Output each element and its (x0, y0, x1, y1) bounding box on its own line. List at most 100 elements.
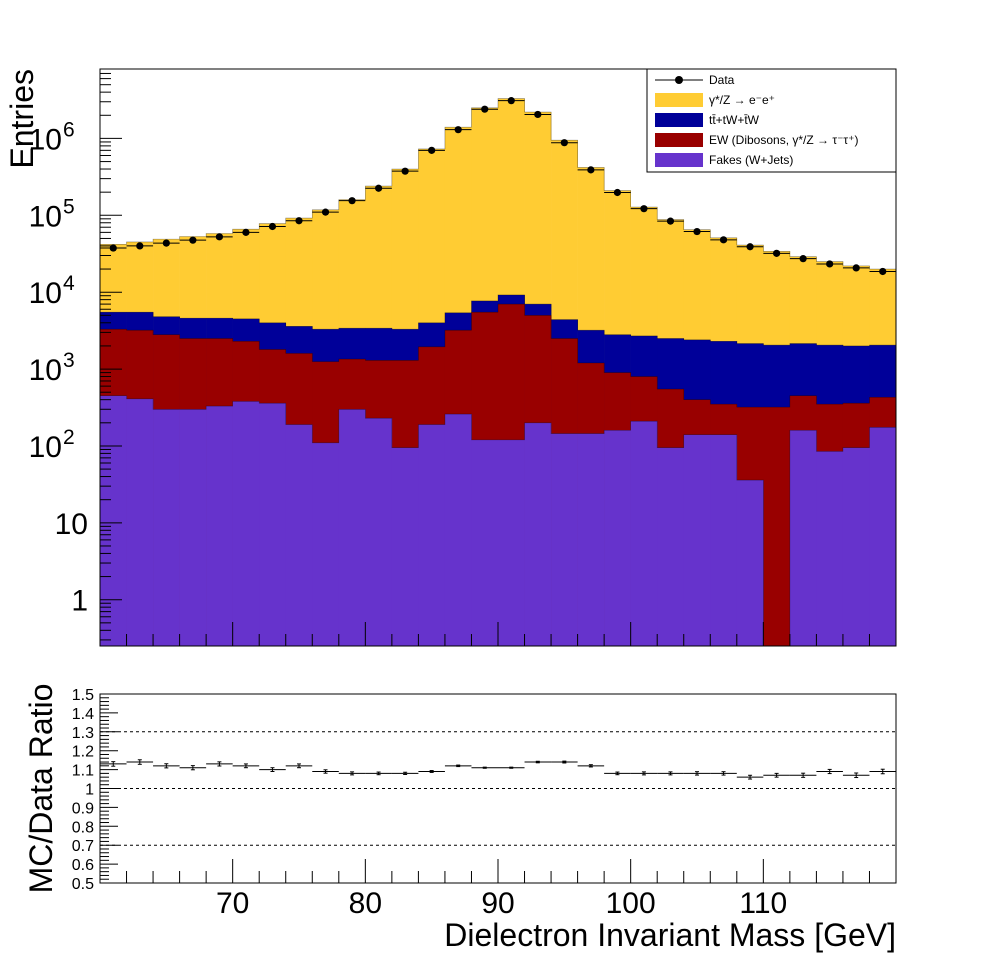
data-point (693, 227, 701, 236)
data-point (666, 217, 675, 225)
legend: Data γ*/Z → e⁻e⁺ tt̄+tW+t̄W EW (Dibosons… (646, 68, 897, 173)
bar-ew (763, 407, 791, 646)
data-point (746, 243, 754, 251)
data-point (321, 208, 330, 216)
data-point (799, 255, 807, 263)
bar-fakes (471, 439, 499, 646)
outline-top (99, 294, 897, 646)
y-tick-label: 10 (55, 508, 88, 541)
legend-label-zee: γ*/Z → e⁻e⁺ (709, 93, 775, 107)
ratio-y-tick-label: 1.5 (72, 687, 94, 704)
y-tick-label: 10 (29, 431, 62, 464)
bar-fakes (285, 424, 313, 646)
data-point (454, 126, 462, 134)
bar-fakes (418, 424, 446, 646)
x-tick-label: 100 (606, 887, 656, 920)
legend-swatch-zee (655, 93, 703, 107)
ratio-reference-lines (100, 731, 896, 846)
legend-entry-ew: EW (Dibosons, γ*/Z → τ⁻τ⁺) (655, 133, 859, 147)
ratio-y-tick-label: 1 (85, 782, 94, 799)
data-point (852, 264, 860, 272)
ratio-y-tick-label: 1.4 (72, 706, 94, 723)
data-point (613, 188, 622, 197)
data-point (879, 267, 887, 276)
ratio-y-tick-label: 0.8 (72, 819, 94, 836)
y-tick-label: 1 (71, 585, 88, 618)
bar-fakes (100, 395, 127, 646)
data-point (268, 222, 277, 231)
data-point (534, 110, 542, 119)
legend-label-top: tt̄+tW+t̄W (709, 113, 760, 127)
ratio-y-tick-label: 0.6 (72, 857, 94, 874)
legend-label-fakes: Fakes (W+Jets) (709, 153, 793, 167)
bar-fakes (312, 442, 340, 646)
legend-label-ew: EW (Dibosons, γ*/Z → τ⁻τ⁺) (709, 133, 859, 147)
ratio-y-tick-label: 0.7 (72, 838, 94, 855)
bar-fakes (657, 447, 685, 646)
legend-entry-zee: γ*/Z → e⁻e⁺ (655, 93, 775, 107)
outline-ew (99, 303, 897, 646)
bar-fakes (869, 427, 897, 646)
data-point (826, 260, 834, 268)
legend-entry-fakes: Fakes (W+Jets) (655, 153, 793, 167)
bar-fakes (338, 409, 366, 646)
legend-label-data: Data (709, 73, 735, 87)
bar-fakes (604, 430, 631, 646)
x-tick-label: 90 (481, 887, 514, 920)
data-point (507, 97, 515, 105)
x-tick-label: 80 (349, 887, 382, 920)
legend-swatch-top (655, 113, 703, 127)
bar-fakes (365, 418, 393, 646)
data-point (189, 236, 197, 244)
bar-fakes (498, 439, 525, 646)
data-point (136, 242, 144, 250)
data-points (100, 97, 896, 276)
ratio-y-axis-label: MC/Data Ratio (23, 684, 59, 894)
data-point (773, 249, 781, 257)
data-point (401, 167, 409, 175)
legend-entry-top: tt̄+tW+t̄W (655, 113, 760, 127)
ratio-y-tick-label: 1.1 (72, 763, 94, 780)
x-axis-label: Dielectron Invariant Mass [GeV] (444, 917, 896, 953)
bar-fakes (179, 409, 207, 646)
data-point (242, 228, 250, 236)
ratio-y-tick-label: 1.2 (72, 744, 94, 761)
bar-fakes (126, 398, 154, 646)
data-point (162, 239, 170, 247)
data-point (215, 233, 223, 241)
bar-fakes (842, 447, 870, 646)
data-point (640, 205, 648, 213)
data-point (348, 197, 356, 205)
data-point (481, 105, 489, 113)
bar-fakes (259, 403, 287, 646)
ratio-y-axis: 0.5 0.6 0.7 0.8 0.91 1.1 1.2 1.3 1.4 1.5 (72, 687, 118, 893)
bar-fakes (551, 433, 578, 646)
x-tick-label: 110 (739, 887, 787, 920)
bar-fakes (683, 434, 711, 646)
data-point (295, 217, 303, 225)
ratio-points (100, 759, 896, 780)
bar-fakes (736, 480, 764, 646)
bar-fakes (153, 409, 180, 646)
bar-fakes (206, 406, 233, 646)
ratio-panel: 0.5 0.6 0.7 0.8 0.91 1.1 1.2 1.3 1.4 1.5 70 80 90 10… (23, 684, 897, 953)
bar-fakes (630, 421, 658, 646)
data-point (428, 146, 436, 154)
ratio-y-tick-label: 1.3 (72, 725, 94, 742)
bar-fakes (789, 430, 817, 646)
bar-fakes (232, 401, 260, 646)
ratio-y-tick-label: 0.9 (72, 800, 94, 817)
data-point (109, 244, 117, 252)
legend-entry-data: Data (655, 73, 735, 87)
bar-fakes (524, 422, 552, 646)
stack-layer-fakes (99, 395, 897, 647)
y-tick-label: 10 (29, 277, 62, 310)
bar-fakes (577, 433, 605, 646)
y-tick-exponent: 2 (63, 426, 75, 449)
data-point (719, 236, 728, 244)
data-point (587, 166, 595, 174)
y-tick-exponent: 6 (63, 118, 75, 141)
y-tick-label: 10 (29, 123, 62, 156)
